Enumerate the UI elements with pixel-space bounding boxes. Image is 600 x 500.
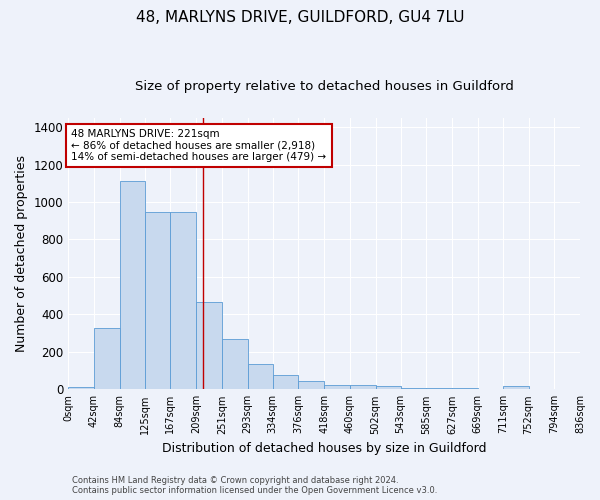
Bar [94, 328, 119, 390]
Bar [119, 180, 145, 390]
Bar [196, 302, 222, 390]
Bar [145, 212, 170, 390]
Bar [427, 388, 452, 390]
Bar [272, 376, 298, 390]
Text: 48, MARLYNS DRIVE, GUILDFORD, GU4 7LU: 48, MARLYNS DRIVE, GUILDFORD, GU4 7LU [136, 10, 464, 25]
Title: Size of property relative to detached houses in Guildford: Size of property relative to detached ho… [134, 80, 514, 93]
Bar [248, 364, 272, 390]
Text: 48 MARLYNS DRIVE: 221sqm
← 86% of detached houses are smaller (2,918)
14% of sem: 48 MARLYNS DRIVE: 221sqm ← 86% of detach… [71, 129, 326, 162]
Bar [350, 384, 376, 390]
Bar [222, 338, 248, 390]
Bar [401, 388, 427, 390]
Bar [298, 381, 324, 390]
Bar [376, 386, 401, 390]
Bar [452, 388, 478, 390]
Bar [503, 386, 529, 390]
Bar [68, 388, 94, 390]
Bar [324, 384, 350, 390]
Bar [170, 212, 196, 390]
X-axis label: Distribution of detached houses by size in Guildford: Distribution of detached houses by size … [162, 442, 487, 455]
Text: Contains HM Land Registry data © Crown copyright and database right 2024.
Contai: Contains HM Land Registry data © Crown c… [72, 476, 437, 495]
Y-axis label: Number of detached properties: Number of detached properties [15, 155, 28, 352]
